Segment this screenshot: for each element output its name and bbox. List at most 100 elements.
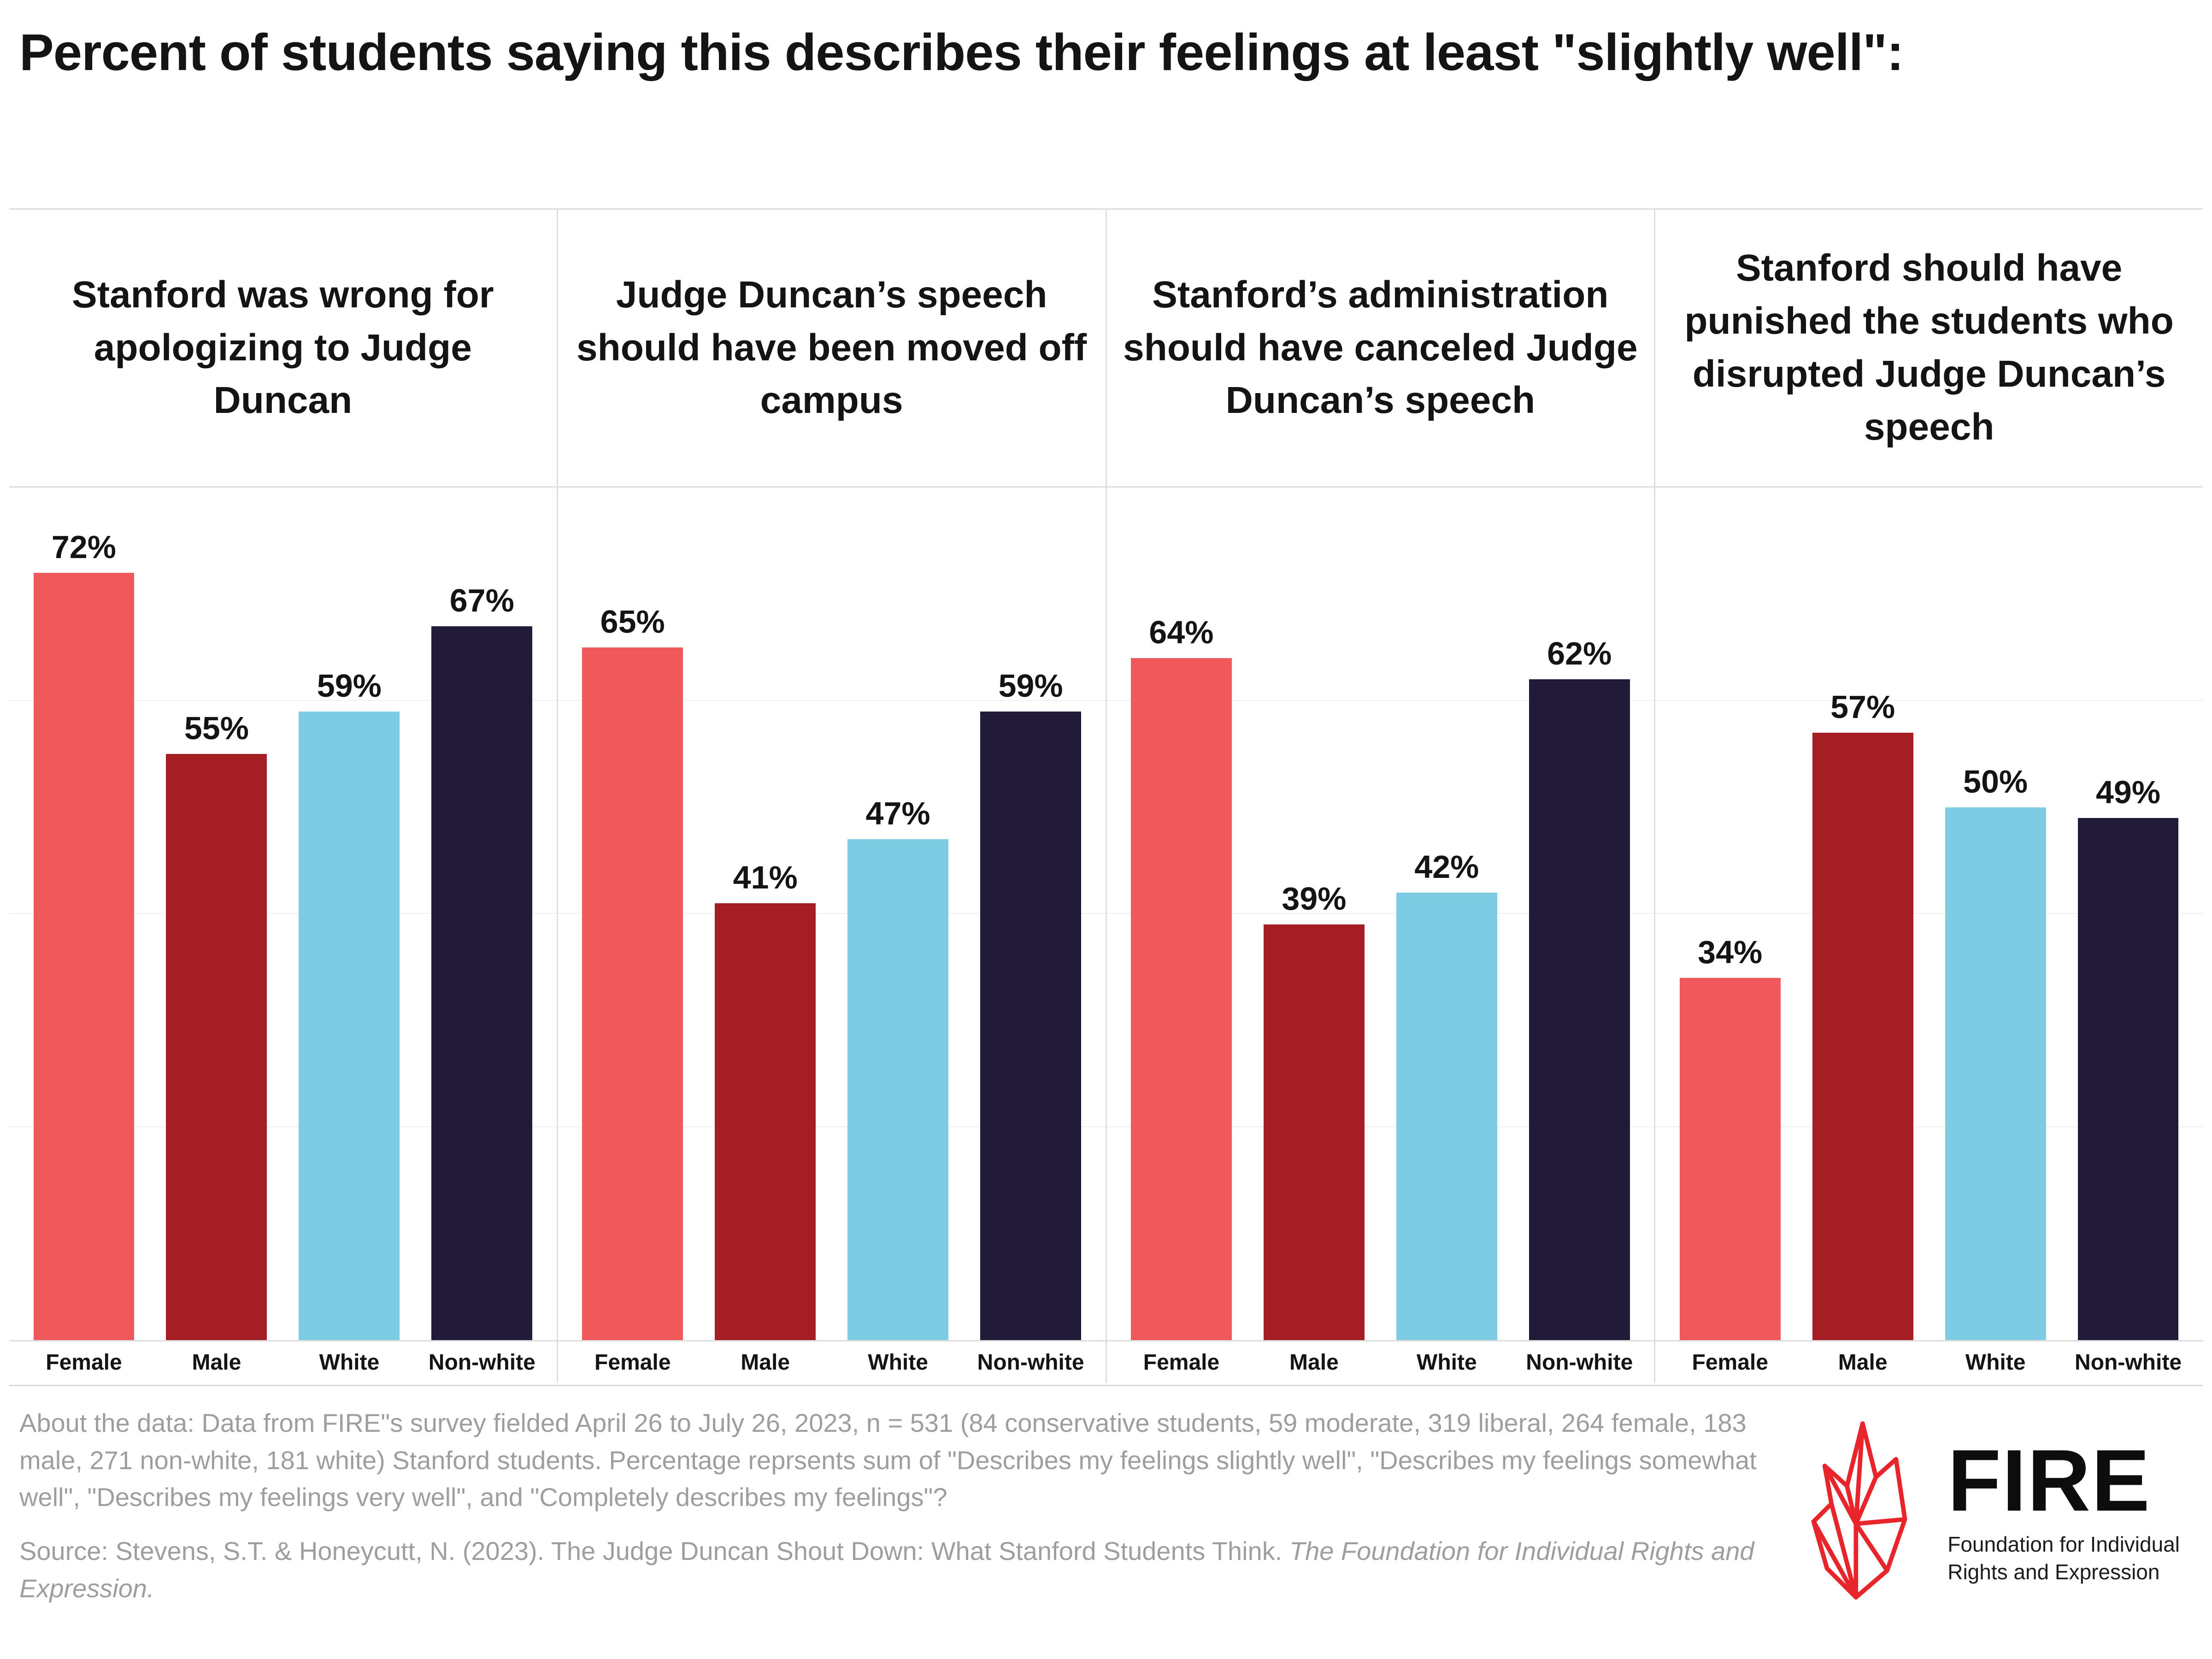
bar-female (33, 573, 135, 1340)
bar-group-white: 42% (1380, 488, 1513, 1340)
gridline (9, 700, 557, 701)
gridline (558, 1126, 1106, 1127)
axis-label-female: Female (594, 1350, 671, 1375)
bars-row: 34% 57% 50% 49% (1655, 488, 2203, 1340)
bar-value-label: 67% (449, 582, 514, 618)
bars-row: 65% 41% 47% 59% (558, 488, 1106, 1340)
bar-group-male: 41% (699, 488, 832, 1340)
source-text-regular: Source: Stevens, S.T. & Honeycutt, N. (2… (19, 1536, 1289, 1565)
bar-value-label: 59% (317, 667, 382, 704)
panel-title: Stanford was wrong for apologizing to Ju… (9, 210, 557, 488)
bar-non-white (431, 626, 533, 1340)
bar-group-female: 64% (1115, 488, 1248, 1340)
panel-plot: 64% 39% 42% 62% (1106, 488, 1654, 1341)
gridline (1106, 700, 1654, 701)
bar-male (1812, 732, 1913, 1340)
axis-row: Female Male White Non-white (9, 1341, 557, 1383)
panel-title: Judge Duncan’s speech should have been m… (558, 210, 1106, 488)
panel-title: Stanford should have punished the studen… (1655, 210, 2203, 488)
gridline (558, 700, 1106, 701)
bar-value-label: 64% (1149, 614, 1214, 650)
bars-row: 64% 39% 42% 62% (1107, 488, 1654, 1340)
logo-brand: FIRE (1947, 1432, 2151, 1530)
bar-non-white (1529, 679, 1630, 1340)
axis-label-non-white: Non-white (1526, 1350, 1633, 1375)
bar-female (1131, 658, 1232, 1340)
bar-group-female: 34% (1664, 488, 1796, 1340)
about-the-data-text: About the data: Data from FIRE"s survey … (19, 1408, 1757, 1512)
chart-panel: Stanford should have punished the studen… (1655, 210, 2203, 1383)
chart-panel: Judge Duncan’s speech should have been m… (558, 210, 1107, 1383)
bar-group-male: 57% (1796, 488, 1929, 1340)
axis-row: Female Male White Non-white (1107, 1341, 1654, 1383)
fire-logo: FIRE Foundation for Individual Rights an… (1794, 1410, 2180, 1613)
bar-group-white: 59% (283, 488, 416, 1340)
panel-plot: 72% 55% 59% 67% (9, 488, 557, 1341)
bar-white (1396, 892, 1497, 1340)
bar-value-label: 39% (1282, 881, 1347, 917)
bar-white (1945, 807, 2046, 1340)
axis-label-male: Male (741, 1350, 790, 1375)
bar-male (166, 754, 267, 1340)
axis-row: Female Male White Non-white (1655, 1341, 2203, 1383)
axis-label-male: Male (1838, 1350, 1888, 1375)
bar-value-label: 62% (1547, 635, 1612, 672)
bar-male (715, 903, 816, 1340)
axis-label-male: Male (192, 1350, 241, 1375)
gridline (1655, 700, 2203, 701)
bar-value-label: 42% (1414, 848, 1479, 885)
bar-group-female: 65% (566, 488, 699, 1340)
gridline (558, 913, 1106, 914)
bar-group-male: 39% (1247, 488, 1380, 1340)
bar-group-non-white: 59% (965, 488, 1097, 1340)
bar-value-label: 41% (733, 859, 798, 895)
bar-value-label: 55% (184, 710, 249, 747)
gridline (1106, 913, 1654, 914)
footer: About the data: Data from FIRE"s survey … (19, 1405, 1817, 1607)
bar-white (299, 711, 400, 1340)
bar-value-label: 65% (600, 603, 665, 640)
bar-female (582, 647, 683, 1340)
bar-non-white (980, 711, 1081, 1340)
bar-value-label: 47% (865, 795, 930, 832)
gridline (1655, 913, 2203, 914)
axis-label-non-white: Non-white (2075, 1350, 2182, 1375)
bar-group-female: 72% (18, 488, 150, 1340)
axis-label-non-white: Non-white (977, 1350, 1084, 1375)
bar-group-white: 50% (1929, 488, 2062, 1340)
axis-label-white: White (1417, 1350, 1477, 1375)
bar-value-label: 59% (998, 667, 1063, 704)
bar-white (847, 839, 948, 1340)
axis-label-non-white: Non-white (428, 1350, 535, 1375)
logo-tagline-line2: Rights and Expression (1947, 1560, 2160, 1584)
axis-label-female: Female (46, 1350, 122, 1375)
panel-plot: 65% 41% 47% 59% (558, 488, 1106, 1341)
gridline (1106, 1126, 1654, 1127)
divider (9, 1385, 2203, 1386)
bar-male (1263, 924, 1365, 1340)
bar-group-non-white: 67% (416, 488, 548, 1340)
logo-text: FIRE Foundation for Individual Rights an… (1947, 1437, 2180, 1586)
chart-panel: Stanford’s administration should have ca… (1106, 210, 1656, 1383)
axis-label-male: Male (1289, 1350, 1339, 1375)
axis-label-white: White (319, 1350, 380, 1375)
gridline (9, 913, 557, 914)
logo-tagline-line1: Foundation for Individual (1947, 1532, 2180, 1557)
gridline (1655, 1126, 2203, 1127)
bar-chart: Stanford was wrong for apologizing to Ju… (9, 208, 2203, 1383)
fire-flame-icon (1811, 1421, 1907, 1600)
bar-value-label: 57% (1830, 688, 1895, 725)
bar-group-non-white: 49% (2062, 488, 2194, 1340)
gridline (9, 1126, 557, 1127)
bar-group-non-white: 62% (1513, 488, 1646, 1340)
axis-label-white: White (868, 1350, 928, 1375)
logo-tagline: Foundation for Individual Rights and Exp… (1947, 1531, 2180, 1586)
axis-label-female: Female (1692, 1350, 1768, 1375)
axis-row: Female Male White Non-white (558, 1341, 1106, 1383)
bar-value-label: 49% (2095, 774, 2161, 810)
bar-non-white (2077, 818, 2179, 1340)
source-text-italic: The Foundation for Individual Rights and… (19, 1536, 1754, 1603)
source-text: Source: Stevens, S.T. & Honeycutt, N. (2… (19, 1533, 1817, 1607)
panel-title: Stanford’s administration should have ca… (1106, 210, 1654, 488)
